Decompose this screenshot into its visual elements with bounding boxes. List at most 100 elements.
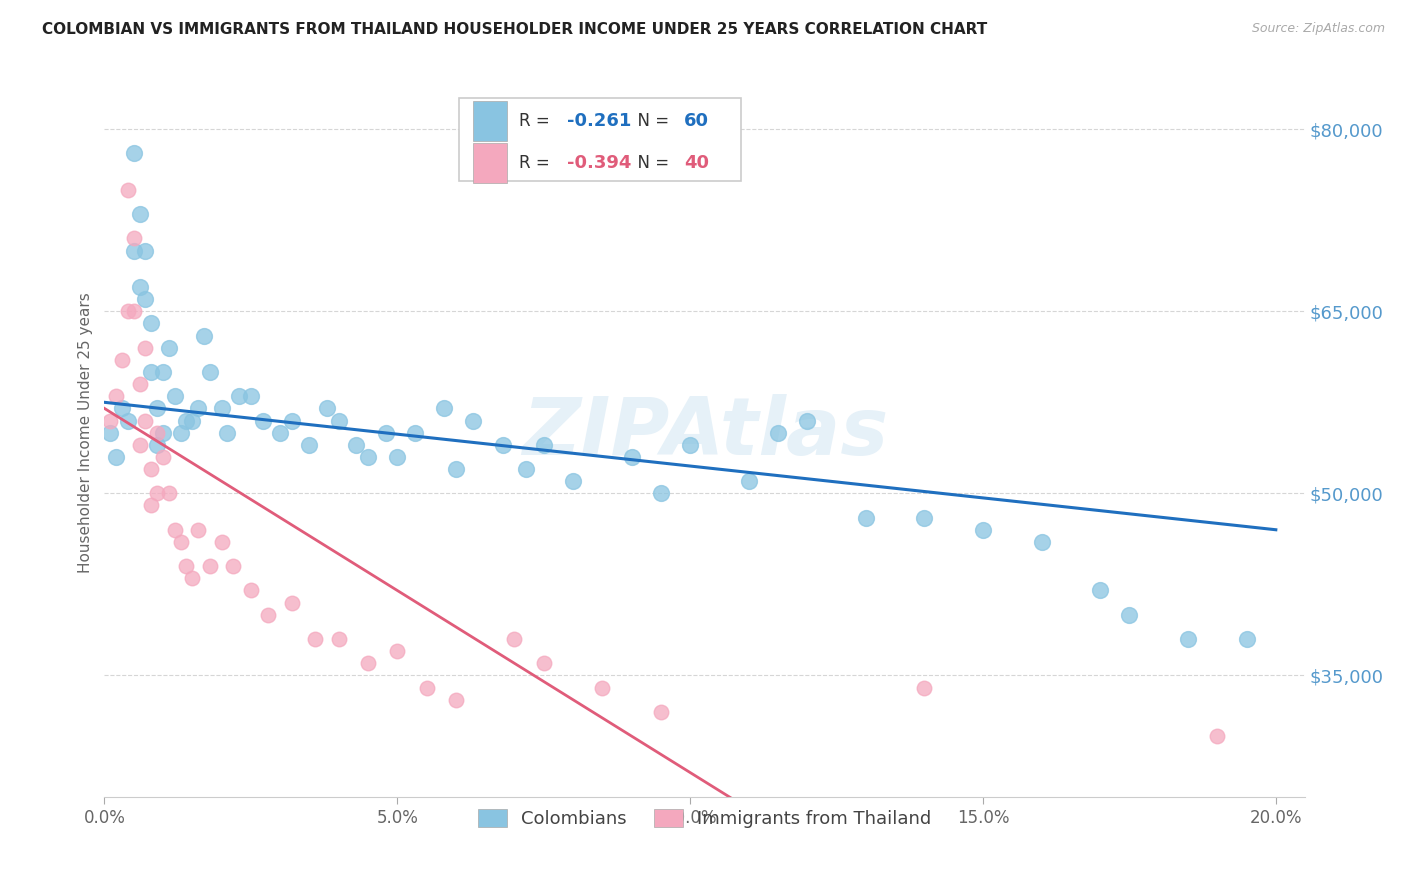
Point [141,317,163,331]
Text: -0.394: -0.394 [567,154,631,172]
Point [387,450,409,464]
Point [128,438,150,452]
Point [591,681,613,695]
Point [1177,632,1199,646]
Point [187,523,209,537]
Point [128,280,150,294]
Point [117,413,139,427]
Point [187,401,209,416]
Point [198,559,221,574]
Point [855,510,877,524]
Point [239,389,262,403]
Point [134,244,156,258]
Point [316,401,339,416]
Point [239,583,262,598]
Point [141,462,163,476]
Point [1118,607,1140,622]
Point [111,352,134,367]
FancyBboxPatch shape [472,143,506,183]
Text: 60: 60 [685,112,710,130]
Point [122,304,145,318]
Point [181,571,204,585]
Point [737,474,759,488]
Point [152,450,174,464]
Point [298,438,321,452]
Point [111,401,134,416]
Point [217,425,239,440]
Point [650,486,672,500]
Text: -0.261: -0.261 [567,112,631,130]
Point [766,425,789,440]
Point [444,462,467,476]
Point [650,705,672,719]
Point [141,365,163,379]
Text: 40: 40 [685,154,710,172]
Point [117,183,139,197]
Point [252,413,274,427]
Point [515,462,537,476]
Point [163,389,186,403]
Text: COLOMBIAN VS IMMIGRANTS FROM THAILAND HOUSEHOLDER INCOME UNDER 25 YEARS CORRELAT: COLOMBIAN VS IMMIGRANTS FROM THAILAND HO… [42,22,987,37]
FancyBboxPatch shape [458,97,741,181]
Point [269,425,291,440]
Point [169,535,191,549]
Y-axis label: Householder Income Under 25 years: Householder Income Under 25 years [79,293,93,573]
Point [387,644,409,658]
Point [122,244,145,258]
Point [176,413,198,427]
Point [117,304,139,318]
Point [257,607,280,622]
Point [169,425,191,440]
Point [193,328,215,343]
Point [146,486,169,500]
Point [122,231,145,245]
Point [344,438,367,452]
Point [374,425,396,440]
Point [404,425,426,440]
Point [181,413,204,427]
Point [1031,535,1053,549]
Point [1236,632,1258,646]
Point [222,559,245,574]
Point [533,438,555,452]
Point [122,146,145,161]
Point [157,341,180,355]
Legend: Colombians, Immigrants from Thailand: Colombians, Immigrants from Thailand [471,801,939,835]
Point [357,657,380,671]
Point [281,596,304,610]
Point [98,413,121,427]
Point [141,499,163,513]
Point [796,413,818,427]
Point [152,425,174,440]
Point [134,292,156,306]
Point [128,377,150,392]
Point [134,341,156,355]
Point [211,535,233,549]
Point [562,474,585,488]
Point [163,523,186,537]
Point [503,632,526,646]
Point [105,450,128,464]
Point [912,510,935,524]
Point [463,413,485,427]
Point [105,389,128,403]
Text: N =: N = [627,112,673,130]
Point [972,523,994,537]
Point [1206,729,1229,743]
Point [433,401,456,416]
Point [304,632,326,646]
Text: R =: R = [519,154,554,172]
Point [152,365,174,379]
Text: R =: R = [519,112,554,130]
Point [157,486,180,500]
FancyBboxPatch shape [472,101,506,141]
Point [328,632,350,646]
Text: ZIPAtlas: ZIPAtlas [522,393,887,472]
Point [1088,583,1111,598]
Point [328,413,350,427]
Point [211,401,233,416]
Point [228,389,250,403]
Point [134,413,156,427]
Point [146,401,169,416]
Point [620,450,643,464]
